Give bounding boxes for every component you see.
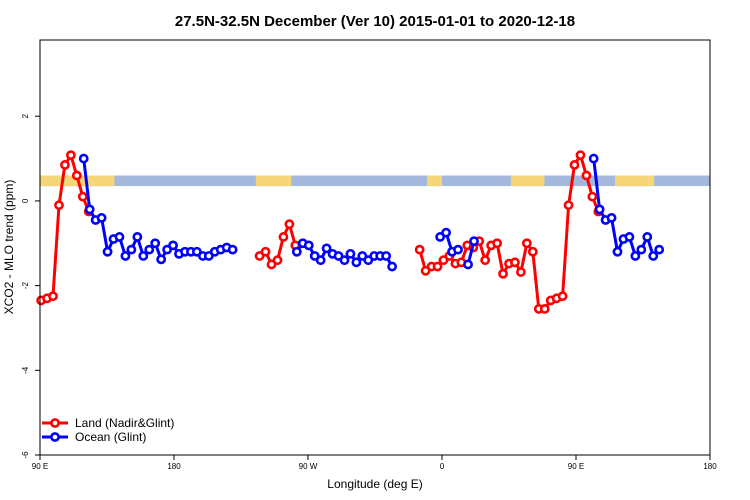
data-point	[84, 204, 95, 215]
data-point	[78, 153, 89, 164]
legend: Land (Nadir&Glint)Ocean (Glint)	[42, 416, 174, 444]
data-point	[630, 251, 641, 261]
chart-title: 27.5N-32.5N December (Ver 10) 2015-01-01…	[175, 13, 575, 30]
data-point	[642, 232, 653, 242]
land-ocean-mask	[40, 175, 710, 187]
data-point	[60, 160, 70, 170]
y-tick-label: 2	[21, 113, 30, 118]
plot-frame	[39, 39, 711, 456]
y-axis-label: XCO2 - MLO trend (ppm)	[2, 180, 16, 315]
x-axis: 90 E 180 90 W 0 90 E 180	[32, 455, 717, 471]
legend-swatch-marker	[50, 432, 60, 442]
data-point	[132, 232, 143, 242]
data-point	[345, 248, 356, 259]
series-ocean	[78, 153, 665, 272]
data-point	[654, 244, 665, 255]
data-point	[260, 246, 271, 257]
legend-item: Land (Nadir&Glint)	[42, 416, 174, 430]
data-point	[102, 246, 113, 257]
data-point	[65, 150, 76, 161]
data-point	[441, 227, 451, 238]
data-point	[414, 244, 425, 255]
legend-label: Ocean (Glint)	[75, 430, 146, 444]
data-point	[351, 257, 362, 268]
data-point	[272, 255, 283, 266]
data-point	[648, 251, 659, 261]
data-point	[516, 267, 526, 277]
data-point	[569, 160, 580, 170]
data-point	[612, 246, 623, 257]
data-point	[144, 244, 155, 255]
land-band	[510, 175, 545, 187]
y-axis: -6 -4 -2 0 2	[21, 113, 40, 459]
data-point	[96, 212, 107, 223]
data-point	[539, 304, 550, 314]
data-point	[469, 236, 479, 247]
data-point	[227, 244, 238, 255]
legend-swatch-marker	[50, 418, 60, 428]
data-point	[510, 257, 520, 268]
series-layer	[36, 150, 665, 314]
data-point	[284, 219, 295, 230]
data-point	[463, 259, 473, 270]
data-point	[563, 200, 574, 211]
data-point	[120, 251, 131, 261]
data-point	[498, 268, 508, 279]
data-point	[71, 170, 82, 181]
data-point	[557, 291, 568, 302]
data-point	[594, 204, 605, 215]
land-band	[615, 175, 655, 187]
data-point	[48, 291, 58, 302]
data-point	[150, 238, 161, 249]
data-point	[453, 244, 463, 255]
y-tick-label: -4	[21, 366, 30, 374]
data-point	[521, 238, 532, 249]
data-point	[636, 244, 647, 255]
data-point	[54, 200, 64, 211]
x-tick-label: 180	[703, 462, 717, 471]
y-tick-label: -2	[21, 282, 30, 290]
land-band	[255, 175, 292, 187]
data-point	[315, 255, 326, 266]
data-point	[168, 240, 178, 251]
data-point	[581, 170, 592, 181]
data-point	[588, 153, 599, 164]
data-point	[527, 246, 538, 257]
land-band	[427, 175, 442, 187]
data-point	[321, 243, 332, 254]
data-point	[575, 150, 586, 161]
data-point	[303, 240, 314, 251]
data-point	[480, 255, 491, 266]
data-point	[381, 251, 392, 261]
x-tick-label: 90 E	[32, 462, 48, 471]
y-tick-label: 0	[21, 198, 30, 203]
data-point	[126, 244, 137, 255]
data-point	[114, 232, 125, 242]
data-point	[156, 254, 167, 265]
data-point	[492, 238, 502, 249]
x-tick-label: 0	[440, 462, 445, 471]
x-tick-label: 180	[167, 462, 181, 471]
data-point	[77, 191, 88, 202]
y-tick-label: -6	[21, 451, 30, 459]
data-point	[624, 232, 635, 242]
data-point	[432, 261, 443, 272]
legend-label: Land (Nadir&Glint)	[75, 416, 174, 430]
data-point	[138, 251, 149, 261]
x-tick-label: 90 W	[299, 462, 318, 471]
data-point	[278, 232, 289, 242]
data-point	[291, 246, 302, 257]
data-point	[587, 191, 598, 202]
ocean-band	[40, 175, 710, 187]
data-point	[339, 255, 350, 266]
data-point	[606, 212, 617, 223]
data-point	[387, 261, 398, 272]
x-axis-label: Longitude (deg E)	[327, 477, 422, 491]
legend-item: Ocean (Glint)	[42, 430, 146, 444]
x-tick-label: 90 E	[568, 462, 584, 471]
